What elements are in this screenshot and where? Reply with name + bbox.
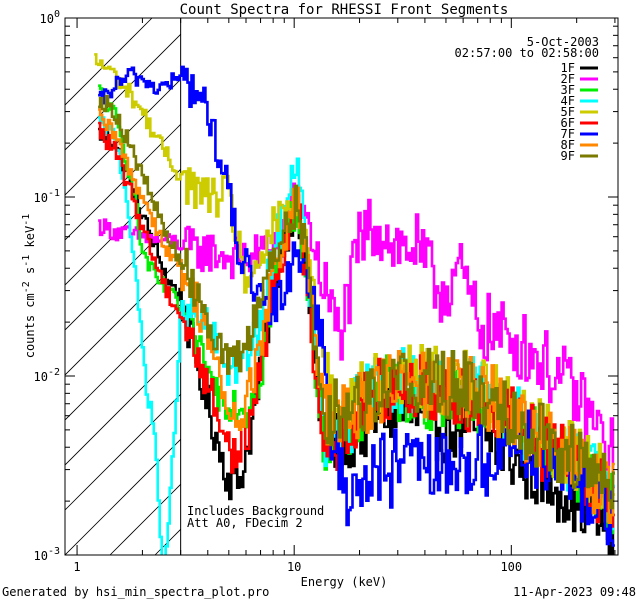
series-layer	[94, 53, 615, 555]
y-axis-label: counts cm-2 s-1 keV-1	[21, 214, 37, 359]
hatch-line	[65, 168, 181, 286]
legend-label-6f: 6F	[561, 116, 575, 130]
footer-timestamp: 11-Apr-2023 09:48	[513, 585, 636, 599]
hatch-lines	[65, 0, 640, 555]
legend-label-3f: 3F	[561, 83, 575, 97]
hatch-line	[65, 348, 181, 466]
x-tick-label-1: 1	[73, 560, 80, 574]
legend-label-4f: 4F	[561, 94, 575, 108]
series-line-2f	[98, 182, 615, 489]
annotation-attenuator: Att A0, FDecim 2	[187, 516, 303, 530]
legend-label-2f: 2F	[561, 72, 575, 86]
y-tick-label-1e-1: 10-1	[34, 188, 61, 205]
series-line-7f	[98, 65, 615, 547]
y-tick-label-1e-3: 10-3	[34, 546, 61, 563]
chart-title: Count Spectra for RHESSI Front Segments	[180, 2, 509, 18]
axis-ticks	[65, 17, 618, 556]
hatch-line	[65, 33, 181, 151]
annotation-background: Includes Background	[187, 504, 324, 518]
hatch-line	[65, 393, 181, 511]
x-tick-label-10: 10	[287, 560, 301, 574]
series-line-9f	[98, 94, 615, 510]
x-axis-label: Energy (keV)	[301, 575, 388, 589]
hatch-line	[65, 123, 181, 241]
footer-generated-by: Generated by hsi_min_spectra_plot.pro	[2, 585, 269, 599]
plot-frame	[64, 17, 619, 556]
y-tick-label-1e-2: 10-2	[34, 367, 61, 384]
legend-label-1f: 1F	[561, 61, 575, 75]
attenuator-hatch-region	[65, 0, 640, 555]
legend-label-9f: 9F	[561, 149, 575, 163]
observation-date: 5-Oct-2003	[527, 35, 599, 49]
x-tick-label-100: 100	[500, 560, 522, 574]
hatch-line	[605, 0, 640, 555]
legend-label-8f: 8F	[561, 138, 575, 152]
legend-label-7f: 7F	[561, 127, 575, 141]
hatch-line	[65, 213, 181, 331]
series-line-8f	[98, 108, 615, 524]
legend-label-5f: 5F	[561, 105, 575, 119]
hatch-line	[65, 438, 181, 555]
hatch-line	[65, 18, 153, 106]
observation-time-range: 02:57:00 to 02:58:00	[455, 46, 600, 60]
y-tick-label-1e0: 100	[40, 9, 60, 26]
